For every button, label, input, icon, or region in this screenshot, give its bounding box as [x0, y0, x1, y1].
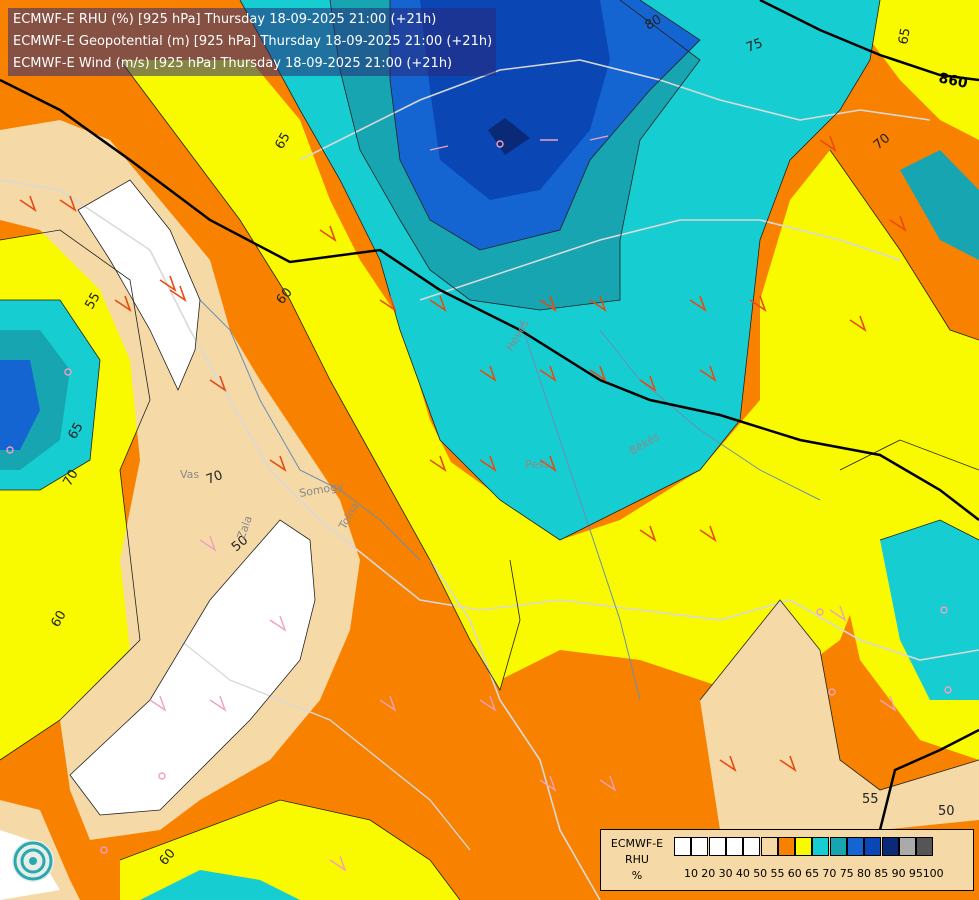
legend-swatch — [743, 837, 761, 856]
wind-barbs-orange — [19, 135, 907, 773]
rhu-low-area-south — [70, 520, 315, 815]
legend-swatch — [898, 837, 916, 856]
rhu-65-area-central — [120, 60, 520, 690]
legend-tick: 10 — [684, 867, 698, 880]
legend-tick: 70 — [822, 867, 837, 880]
legend-unit: % — [631, 869, 643, 882]
contour-label-rhu: 60 — [48, 608, 69, 630]
contour-label-rhu: 65 — [896, 27, 914, 46]
rhu-90-area — [488, 118, 530, 155]
legend-tick: 85 — [874, 867, 889, 880]
legend-tick: 55 — [770, 867, 785, 880]
border-line-1 — [0, 179, 979, 661]
legend-tick: 65 — [805, 867, 820, 880]
legend-tick: 30 — [718, 867, 733, 880]
geopotential-contour-3 — [878, 728, 979, 831]
rhu-low-area-north — [78, 180, 200, 390]
legend-swatch — [760, 837, 778, 856]
legend-tick: 20 — [701, 867, 716, 880]
rhu-legend: ECMWF-E RHU % 10 20 30 40 50 55 60 65 70 75 80 85 90… — [600, 829, 974, 891]
border-line-3 — [419, 219, 901, 301]
legend-swatch — [725, 837, 743, 856]
legend-tick: 90 — [891, 867, 906, 880]
geopotential-contour-2 — [759, 0, 979, 82]
border-line-2 — [299, 59, 931, 161]
legend-swatch — [829, 837, 847, 856]
geopotential-contour-1 — [0, 78, 979, 521]
legend-swatch — [708, 837, 726, 856]
contour-label-rhu: 70 — [60, 467, 81, 489]
legend-tick: 95 — [908, 867, 923, 880]
contour-label-rhu: 55 — [862, 792, 879, 807]
border-line-5 — [179, 639, 471, 851]
legend-tick: 40 — [735, 867, 750, 880]
ecmwf-logo-icon — [12, 840, 54, 882]
rhu-70-area-south — [140, 870, 300, 900]
legend-swatch — [881, 837, 899, 856]
legend-swatch — [864, 837, 882, 856]
legend-swatch — [812, 837, 830, 856]
legend-swatch — [916, 837, 934, 856]
river-1 — [199, 299, 421, 561]
title-panel — [8, 8, 496, 76]
contour-label-rhu: 65 — [65, 420, 86, 442]
legend-swatch — [674, 837, 691, 856]
wind-barbs-pink — [149, 135, 897, 872]
legend-tick: 80 — [857, 867, 871, 880]
legend-model: ECMWF-E — [610, 837, 664, 850]
legend-swatch — [777, 837, 795, 856]
rhu-80-area-west — [0, 360, 40, 450]
contour-label-rhu: 70 — [204, 468, 225, 488]
title-wind: ECMWF-E Wind (m/s) [925 hPa] Thursday 18… — [13, 56, 453, 71]
rhu-75-area-east — [900, 150, 979, 260]
contour-label-rhu: 65 — [272, 130, 293, 152]
contour-label-rhu: 55 — [82, 290, 103, 312]
legend-tick: 75 — [839, 867, 854, 880]
legend-tick: 60 — [787, 867, 802, 880]
title-rhu: ECMWF-E RHU (%) [925 hPa] Thursday 18-09… — [13, 12, 437, 27]
legend-swatch — [795, 837, 813, 856]
river-2 — [519, 319, 641, 701]
legend-variable: RHU — [625, 853, 649, 866]
contour-label-geopotential: 860 — [937, 70, 969, 92]
contour-label-rhu: 75 — [744, 36, 765, 56]
legend-tick: 50 — [753, 867, 768, 880]
place-label: Vas — [180, 468, 199, 481]
legend-tick: 100 — [922, 867, 944, 880]
rhu-55-area-southeast — [700, 600, 979, 830]
rhu-65-area-east — [420, 150, 979, 700]
title-geopotential: ECMWF-E Geopotential (m) [925 hPa] Thurs… — [13, 34, 493, 49]
contour-label-rhu: 80 — [643, 12, 665, 33]
calm-wind-circles — [6, 140, 952, 854]
river-3 — [599, 329, 821, 501]
legend-swatch — [691, 837, 709, 856]
place-label: Pest — [525, 458, 549, 471]
border-line-4 — [429, 559, 601, 900]
contour-label-rhu: 50 — [938, 804, 955, 819]
legend-swatch — [847, 837, 864, 856]
